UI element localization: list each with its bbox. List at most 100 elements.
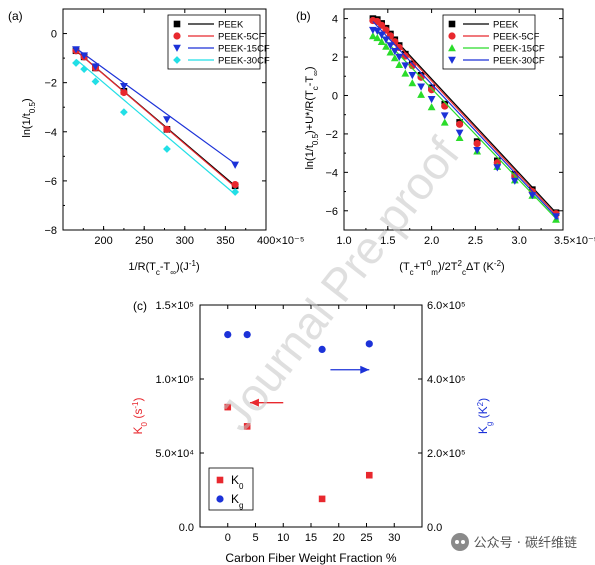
panel-b-data-point (382, 42, 390, 50)
panel-c-right-axis-label-part: g (485, 422, 494, 426)
panel-c-left-axis-label-part: -1 (131, 401, 140, 409)
panel-b-legend-marker (448, 20, 456, 28)
panel-b-x-axis-label-part: (T (399, 261, 410, 273)
panel-c-legend-label: Kg (231, 492, 243, 510)
panel-b-x-axis-label-part: c (410, 268, 414, 277)
panel-a-x-tick-label: 300 (176, 235, 194, 247)
panel-b-data-point (428, 86, 436, 94)
panel-b-data-point (401, 62, 410, 70)
panel-a-data-point (80, 52, 89, 60)
panel-a-x-axis-label-part: ∞ (170, 268, 176, 277)
panel-b-x-axis-label-part: ) (501, 261, 505, 273)
panel-c-right-axis-label: Kg (K2) (476, 398, 494, 434)
panel-c-right-tick-label: 4.0×10⁵ (427, 374, 466, 386)
panel-b-x-axis-label-part: c (462, 268, 466, 277)
panel-b-data-point (528, 192, 537, 200)
panel-c-data-point (365, 471, 373, 479)
panel-c-x-tick-label: 20 (333, 532, 345, 544)
panel-a-data-point (120, 83, 128, 91)
panel-c-legend-label-part: 0 (239, 482, 244, 491)
panel-b-y-axis-label-part: -T (304, 76, 316, 87)
panel-c-legend-label-part: g (239, 501, 243, 510)
panel-c-x-tick-label: 10 (277, 532, 289, 544)
panel-a-x-tick-label: 400×10⁻⁵ (257, 235, 304, 247)
panel-c-legend-marker (216, 476, 224, 484)
panel-b-label: (b) (296, 9, 311, 23)
panel-b-legend-marker (448, 44, 456, 52)
panel-a-x-axis-label-part: -1 (189, 259, 197, 268)
panel-a-legend-marker (173, 44, 181, 52)
panel-a-y-axis-label-part: ln(1/t (21, 113, 33, 137)
panel-b-data-point (390, 47, 399, 56)
panel-a-x-tick-label: 350 (216, 235, 234, 247)
panel-b-fit-line (372, 21, 560, 220)
panel-b-x-axis-label: (Tc+T0m)/2T2cΔT (K-2) (399, 259, 504, 277)
panel-c-left-axis-label-part: ) (131, 398, 145, 402)
panel-b-data-point (473, 146, 482, 155)
panel-b-data-point (493, 164, 502, 172)
panel-c-left-tick-label: 5.0×10⁴ (155, 448, 194, 460)
panel-b-y-axis-label: ln(1/t0.5)+U*/R(Tc-T∞) (304, 66, 320, 169)
panel-c-data-point (224, 331, 232, 339)
panel-c-right-tick-label: 6.0×10⁵ (427, 300, 466, 312)
panel-a-y-tick-label: −4 (44, 127, 57, 139)
panel-b-x-tick-label: 1.5 (380, 235, 395, 247)
panel-c-x-tick-label: 0 (225, 532, 231, 544)
panel-a-y-axis-label: ln(1/t0.5) (21, 98, 37, 137)
panel-b-y-tick-label: −6 (325, 206, 338, 218)
panel-b-legend-label: PEEK-15CF (493, 44, 545, 55)
source-tag-text: 公众号 · 碳纤维链 (473, 536, 577, 551)
panel-b-fit-line (372, 17, 560, 218)
panel-c-left-axis-label-part: K (131, 426, 145, 434)
panel-a-data-point (231, 188, 240, 196)
panel-b-legend-label: PEEK (493, 20, 519, 31)
panel-c: 0 5 10 15 20 25 300.05.0×10⁴1.0×10⁵1.5×10⁵0.02… (131, 299, 494, 565)
panel-a-legend-marker (173, 56, 181, 64)
panel-b-data-point (408, 62, 416, 70)
panel-c-arrowhead-right (360, 365, 370, 374)
panel-b-data-point (382, 36, 390, 44)
panel-a-legend-marker (173, 20, 181, 28)
panel-b-data-point (417, 83, 425, 91)
panel-c-right-tick-label: 2.0×10⁵ (427, 448, 466, 460)
panel-a-data-point (231, 161, 240, 169)
panel-b-data-point (456, 120, 464, 128)
panel-a-x-axis-label-part: 1/R(T (128, 261, 156, 273)
panel-b-y-axis-label-part: c (311, 86, 320, 90)
panel-a-y-tick-label: −6 (44, 176, 57, 188)
panel-b-data-point (377, 37, 386, 45)
panel-b-data-point (373, 27, 382, 35)
panel-a-y-tick-label: 0 (51, 29, 57, 41)
panel-a-legend-label: PEEK-15CF (218, 44, 270, 55)
panel-a-x-axis-label-part: ) (196, 261, 200, 273)
panel-a-data-point (80, 65, 89, 74)
panel-c-right-tick-label: 0.0 (427, 522, 442, 534)
panel-b: 1.0 1.5 2.0 2.5 3.0 3.5×10⁻⁵−6−4−2024(b)PEEKP… (296, 8, 595, 277)
panel-b-y-axis-label-part: ∞ (311, 70, 320, 76)
panel-a-y-tick-label: −2 (44, 78, 57, 90)
panel-c-legend-marker (216, 495, 224, 503)
panel-a-fit-line (75, 47, 236, 165)
panel-b-data-point (390, 54, 399, 62)
panel-b-fit-line (372, 15, 560, 216)
panel-c-data-point (224, 403, 232, 411)
panel-a-y-axis-label-part: 0.5 (28, 101, 37, 113)
panel-c-data-point (365, 340, 373, 348)
panel-b-data-point (455, 133, 464, 142)
panel-a-data-point (163, 125, 171, 133)
panel-c-data-point (318, 345, 326, 353)
panel-b-data-point (552, 213, 560, 221)
panel-c-left-tick-label: 0.0 (179, 522, 194, 534)
panel-b-data-point (395, 53, 404, 61)
panel-a-fit-line (75, 58, 236, 195)
panel-b-y-axis-label-part: 0.5 (311, 133, 320, 145)
panel-b-y-axis-label-part: ) (304, 66, 316, 70)
panel-a-legend-label: PEEK (218, 20, 244, 31)
panel-a-y-tick-label: −8 (44, 225, 57, 237)
panel-c-left-axis-label: K0 (s-1) (131, 398, 149, 435)
panel-b-x-tick-label: 1.0 (336, 235, 351, 247)
panel-b-data-point (427, 103, 436, 111)
panel-b-legend-label: PEEK-5CF (493, 32, 540, 43)
panel-c-legend-label-part: K (231, 473, 239, 487)
